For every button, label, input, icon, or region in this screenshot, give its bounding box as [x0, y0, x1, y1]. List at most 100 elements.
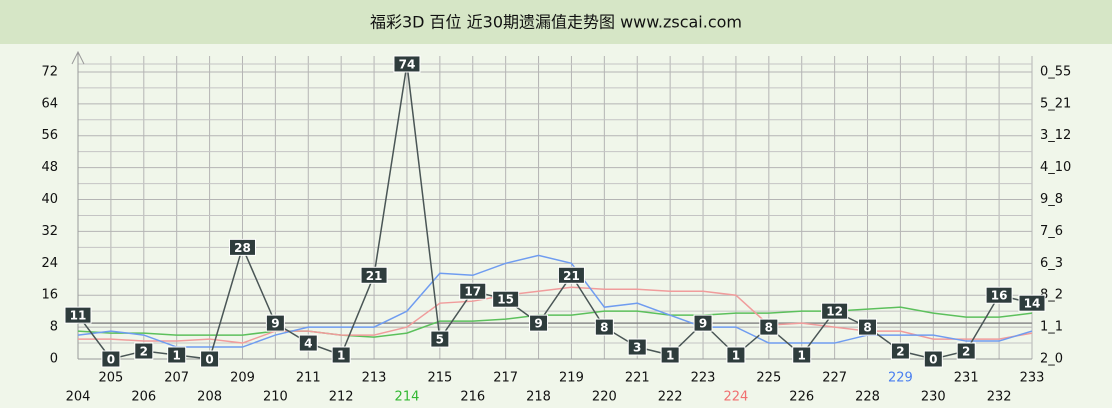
data-label: 1 — [732, 349, 740, 363]
value-box — [858, 318, 878, 336]
data-label: 17 — [464, 285, 481, 299]
x-tick-label: 210 — [263, 390, 288, 405]
value-box — [792, 346, 812, 364]
x-tick-label: 204 — [66, 390, 91, 405]
x-tick-label: 215 — [427, 371, 452, 386]
y-tick-label: 24 — [41, 256, 58, 271]
value-box — [331, 346, 351, 364]
data-label: 21 — [366, 269, 383, 283]
x-tick-label: 212 — [329, 390, 354, 405]
data-label: 74 — [399, 57, 416, 71]
x-tick-label: 208 — [197, 390, 222, 405]
data-label: 28 — [234, 241, 251, 255]
y-tick-label: 32 — [41, 224, 58, 239]
data-label: 0 — [107, 353, 115, 367]
axis-arrow — [71, 50, 85, 65]
x-tick-label: 232 — [987, 390, 1012, 405]
data-label: 8 — [600, 321, 608, 335]
value-box — [167, 346, 187, 364]
x-tick-label: 233 — [1020, 371, 1045, 386]
x-tick-label: 224 — [724, 390, 749, 405]
right-label: 0_55 — [1040, 64, 1071, 79]
value-box — [557, 266, 585, 284]
value-box — [627, 338, 647, 356]
x-tick-label: 209 — [230, 371, 255, 386]
value-box — [726, 346, 746, 364]
value-box — [265, 314, 285, 332]
x-tick-label: 222 — [658, 390, 683, 405]
value-box — [594, 318, 614, 336]
y-tick-label: 48 — [41, 160, 58, 175]
y-tick-label: 56 — [41, 128, 58, 143]
data-label: 14 — [1024, 297, 1041, 311]
x-tick-label: 228 — [855, 390, 880, 405]
value-box — [393, 55, 421, 73]
chart-title: 福彩3D 百位 近30期遗漏值走势图 www.zscai.com — [370, 13, 742, 32]
x-tick-label: 227 — [822, 371, 847, 386]
x-tick-label: 223 — [691, 371, 716, 386]
data-label: 1 — [798, 349, 806, 363]
value-box — [228, 238, 256, 256]
y-tick-label: 64 — [41, 96, 58, 111]
data-label: 11 — [70, 309, 87, 323]
data-label: 4 — [304, 337, 312, 351]
x-tick-label: 206 — [131, 390, 156, 405]
value-box — [956, 342, 976, 360]
x-tick-label: 211 — [296, 371, 321, 386]
x-tick-label: 205 — [98, 371, 123, 386]
right-label: 5_21 — [1040, 96, 1071, 111]
data-label: 9 — [271, 317, 279, 331]
data-label: 1 — [337, 349, 345, 363]
data-label: 16 — [991, 289, 1008, 303]
series-line — [77, 306, 1033, 338]
data-label: 2 — [962, 345, 970, 359]
data-label: 3 — [633, 341, 641, 355]
value-box — [360, 266, 388, 284]
right-label: 6_3 — [1040, 256, 1063, 271]
data-label: 5 — [436, 333, 444, 347]
data-label: 21 — [563, 269, 580, 283]
x-tick-label: 218 — [526, 390, 551, 405]
x-tick-label: 213 — [362, 371, 387, 386]
x-tick-label: 207 — [164, 371, 189, 386]
x-tick-label: 220 — [592, 390, 617, 405]
right-label: 7_6 — [1040, 224, 1063, 239]
x-tick-label: 226 — [789, 390, 814, 405]
x-tick-label: 231 — [954, 371, 979, 386]
value-box — [923, 350, 943, 368]
y-tick-label: 16 — [41, 288, 58, 303]
right-label: 9_8 — [1040, 192, 1063, 207]
right-label: 3_12 — [1040, 128, 1071, 143]
value-box — [1018, 294, 1046, 312]
x-tick-label: 216 — [460, 390, 485, 405]
value-box — [821, 302, 849, 320]
data-label: 9 — [699, 317, 707, 331]
data-label: 15 — [497, 293, 514, 307]
data-label: 2 — [896, 345, 904, 359]
value-box — [459, 282, 487, 300]
x-tick-label: 225 — [756, 371, 781, 386]
data-label: 0 — [205, 353, 213, 367]
x-tick-label: 214 — [395, 390, 420, 405]
y-tick-label: 40 — [41, 192, 58, 207]
value-box — [101, 350, 121, 368]
x-tick-label: 229 — [888, 371, 913, 386]
right-label: 8_2 — [1040, 288, 1063, 303]
value-box — [529, 314, 549, 332]
value-box — [200, 350, 220, 368]
x-tick-label: 217 — [493, 371, 518, 386]
y-tick-label: 72 — [41, 64, 58, 79]
data-label: 2 — [140, 345, 148, 359]
data-label: 1 — [173, 349, 181, 363]
right-label: 4_10 — [1040, 160, 1071, 175]
right-label: 1_1 — [1040, 320, 1063, 335]
x-tick-label: 230 — [921, 390, 946, 405]
data-label: 9 — [534, 317, 542, 331]
data-label: 1 — [666, 349, 674, 363]
title-bar — [0, 0, 1112, 44]
value-box — [985, 286, 1013, 304]
value-box — [759, 318, 779, 336]
value-box — [492, 290, 520, 308]
